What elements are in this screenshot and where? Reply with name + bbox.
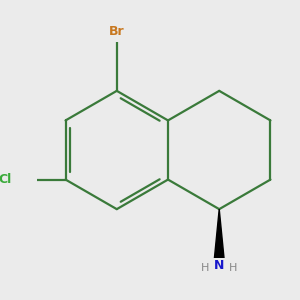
- Text: H: H: [201, 263, 210, 273]
- Text: Br: Br: [109, 25, 124, 38]
- Polygon shape: [214, 209, 224, 260]
- Text: N: N: [214, 259, 224, 272]
- Text: H: H: [229, 263, 237, 273]
- Text: Cl: Cl: [0, 173, 12, 186]
